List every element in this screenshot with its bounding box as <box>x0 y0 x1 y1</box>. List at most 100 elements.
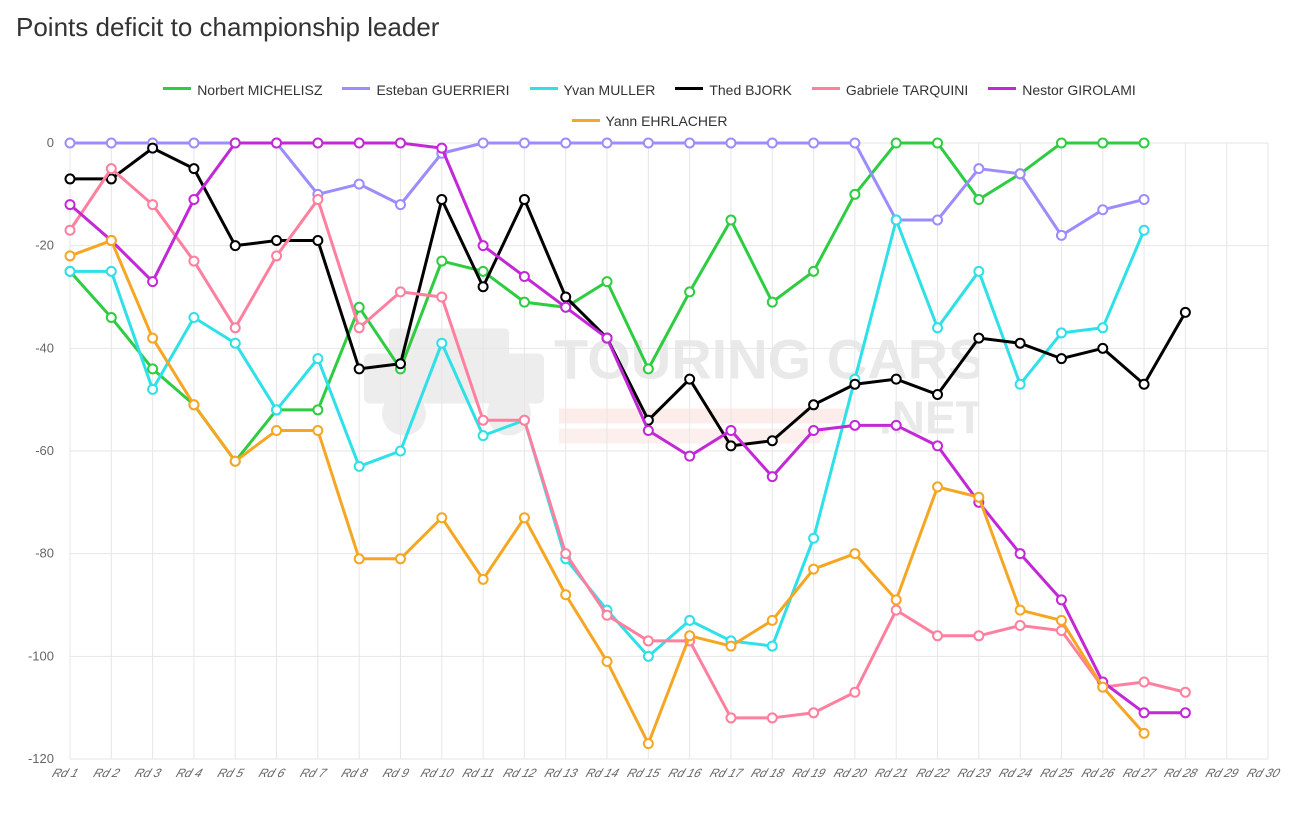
data-point[interactable] <box>148 364 157 373</box>
data-point[interactable] <box>603 277 612 286</box>
data-point[interactable] <box>272 251 281 260</box>
data-point[interactable] <box>1098 683 1107 692</box>
data-point[interactable] <box>396 359 405 368</box>
data-point[interactable] <box>933 139 942 148</box>
data-point[interactable] <box>933 631 942 640</box>
data-point[interactable] <box>1057 328 1066 337</box>
data-point[interactable] <box>1057 231 1066 240</box>
data-point[interactable] <box>561 549 570 558</box>
data-point[interactable] <box>1181 708 1190 717</box>
data-point[interactable] <box>479 267 488 276</box>
data-point[interactable] <box>685 375 694 384</box>
data-point[interactable] <box>396 287 405 296</box>
data-point[interactable] <box>809 426 818 435</box>
data-point[interactable] <box>726 441 735 450</box>
data-point[interactable] <box>1016 169 1025 178</box>
data-point[interactable] <box>850 421 859 430</box>
data-point[interactable] <box>933 482 942 491</box>
data-point[interactable] <box>561 303 570 312</box>
data-point[interactable] <box>396 447 405 456</box>
data-point[interactable] <box>768 713 777 722</box>
data-point[interactable] <box>313 426 322 435</box>
data-point[interactable] <box>396 139 405 148</box>
data-point[interactable] <box>809 400 818 409</box>
data-point[interactable] <box>231 457 240 466</box>
data-point[interactable] <box>1057 595 1066 604</box>
data-point[interactable] <box>850 380 859 389</box>
data-point[interactable] <box>892 606 901 615</box>
data-point[interactable] <box>768 616 777 625</box>
data-point[interactable] <box>313 354 322 363</box>
data-point[interactable] <box>603 611 612 620</box>
data-point[interactable] <box>1016 549 1025 558</box>
data-point[interactable] <box>66 174 75 183</box>
data-point[interactable] <box>479 282 488 291</box>
data-point[interactable] <box>933 441 942 450</box>
data-point[interactable] <box>1140 380 1149 389</box>
data-point[interactable] <box>1016 606 1025 615</box>
data-point[interactable] <box>768 472 777 481</box>
data-point[interactable] <box>809 267 818 276</box>
data-point[interactable] <box>107 164 116 173</box>
data-point[interactable] <box>1140 729 1149 738</box>
data-point[interactable] <box>231 323 240 332</box>
data-point[interactable] <box>768 642 777 651</box>
data-point[interactable] <box>479 139 488 148</box>
data-point[interactable] <box>1016 339 1025 348</box>
data-point[interactable] <box>974 195 983 204</box>
data-point[interactable] <box>726 426 735 435</box>
data-point[interactable] <box>685 616 694 625</box>
data-point[interactable] <box>231 241 240 250</box>
data-point[interactable] <box>313 236 322 245</box>
data-point[interactable] <box>644 139 653 148</box>
data-point[interactable] <box>1140 139 1149 148</box>
data-point[interactable] <box>685 139 694 148</box>
data-point[interactable] <box>189 164 198 173</box>
data-point[interactable] <box>974 493 983 502</box>
data-point[interactable] <box>1140 226 1149 235</box>
data-point[interactable] <box>892 375 901 384</box>
data-point[interactable] <box>1140 708 1149 717</box>
data-point[interactable] <box>355 303 364 312</box>
data-point[interactable] <box>272 426 281 435</box>
data-point[interactable] <box>933 216 942 225</box>
data-point[interactable] <box>66 139 75 148</box>
data-point[interactable] <box>768 298 777 307</box>
data-point[interactable] <box>189 195 198 204</box>
data-point[interactable] <box>974 631 983 640</box>
data-point[interactable] <box>809 565 818 574</box>
data-point[interactable] <box>189 139 198 148</box>
data-point[interactable] <box>231 339 240 348</box>
data-point[interactable] <box>768 436 777 445</box>
data-point[interactable] <box>313 195 322 204</box>
data-point[interactable] <box>520 272 529 281</box>
data-point[interactable] <box>520 513 529 522</box>
data-point[interactable] <box>396 200 405 209</box>
data-point[interactable] <box>355 323 364 332</box>
data-point[interactable] <box>892 139 901 148</box>
legend-item[interactable]: Norbert MICHELISZ <box>163 76 322 104</box>
data-point[interactable] <box>1140 195 1149 204</box>
data-point[interactable] <box>726 216 735 225</box>
data-point[interactable] <box>437 257 446 266</box>
data-point[interactable] <box>1098 205 1107 214</box>
data-point[interactable] <box>1057 139 1066 148</box>
data-point[interactable] <box>272 236 281 245</box>
data-point[interactable] <box>644 652 653 661</box>
data-point[interactable] <box>603 334 612 343</box>
data-point[interactable] <box>933 390 942 399</box>
legend-item[interactable]: Nestor GIROLAMI <box>988 76 1136 104</box>
data-point[interactable] <box>644 426 653 435</box>
data-point[interactable] <box>1057 354 1066 363</box>
data-point[interactable] <box>1016 621 1025 630</box>
data-point[interactable] <box>768 139 777 148</box>
data-point[interactable] <box>892 595 901 604</box>
data-point[interactable] <box>974 267 983 276</box>
legend-item[interactable]: Yvan MULLER <box>530 76 656 104</box>
data-point[interactable] <box>685 452 694 461</box>
data-point[interactable] <box>726 713 735 722</box>
data-point[interactable] <box>437 339 446 348</box>
data-point[interactable] <box>644 364 653 373</box>
data-point[interactable] <box>355 462 364 471</box>
data-point[interactable] <box>107 139 116 148</box>
